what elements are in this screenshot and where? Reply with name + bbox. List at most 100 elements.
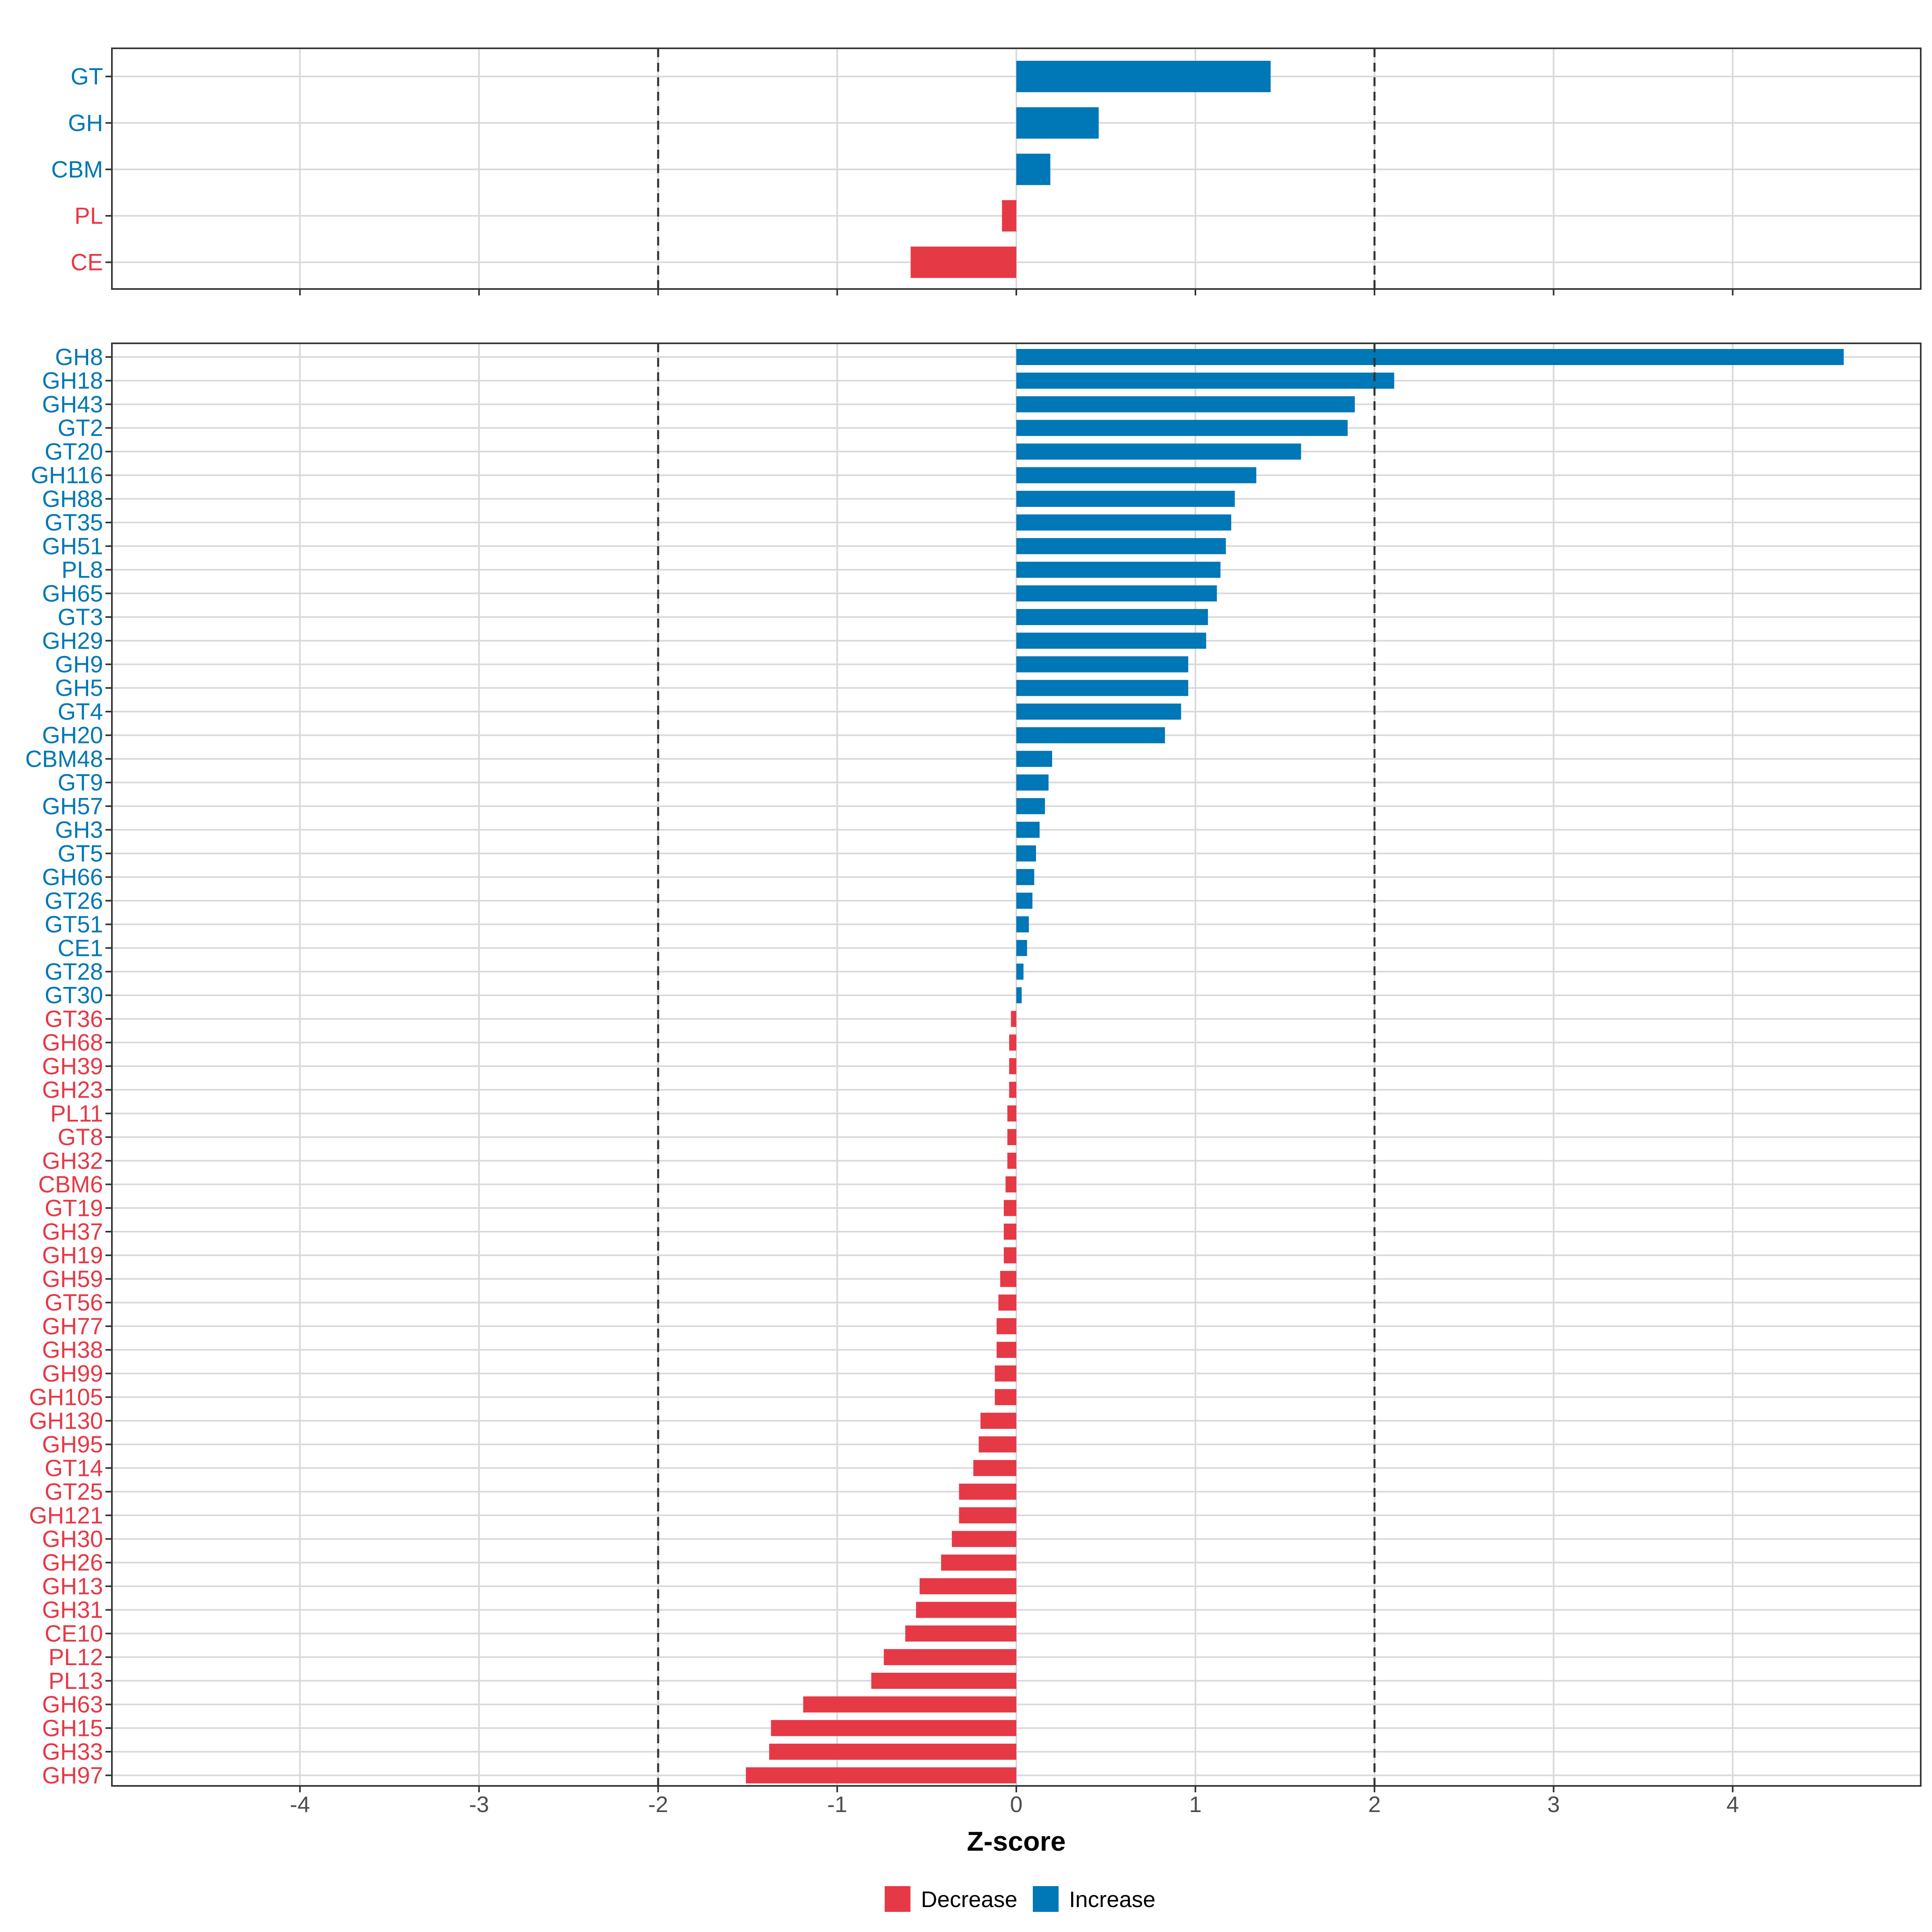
- category-label-gh43: GH43: [42, 391, 103, 417]
- bar-gt25: [959, 1484, 1016, 1500]
- bar-ce1: [1016, 940, 1027, 956]
- legend-swatch-increase: [1033, 1886, 1059, 1912]
- x-tick-label: -3: [469, 1792, 489, 1817]
- bar-gh: [1016, 107, 1099, 139]
- category-label-gt20: GT20: [45, 439, 103, 465]
- bar-gh9: [1016, 656, 1189, 673]
- category-label-gt4: GT4: [58, 699, 103, 725]
- bar-gt4: [1016, 703, 1181, 720]
- x-tick-label: 2: [1368, 1792, 1381, 1817]
- category-label-gh13: GH13: [42, 1573, 103, 1600]
- category-label-gh38: GH38: [42, 1337, 103, 1363]
- bar-gt51: [1016, 916, 1029, 933]
- bar-gh99: [995, 1365, 1016, 1382]
- legend: Decrease Increase: [885, 1886, 1156, 1912]
- bar-gh65: [1016, 585, 1217, 602]
- category-label-gh5: GH5: [55, 675, 103, 701]
- class-level-panel: GT GH CBM PL CE: [51, 47, 1922, 295]
- bar-ce: [910, 246, 1016, 278]
- bar-gt56: [998, 1294, 1016, 1311]
- x-tick-label: -4: [290, 1792, 310, 1817]
- bar-gh105: [995, 1389, 1016, 1406]
- bar-gh29: [1016, 632, 1206, 649]
- category-label-gt19: GT19: [45, 1195, 103, 1221]
- bar-gt28: [1016, 963, 1024, 980]
- category-label-gt30: GT30: [45, 983, 103, 1009]
- category-label-gh116: GH116: [31, 462, 103, 489]
- bar-gh38: [997, 1342, 1016, 1358]
- bar-ce10: [905, 1625, 1016, 1642]
- category-label-gh97: GH97: [42, 1763, 103, 1789]
- category-label-pl: PL: [74, 203, 103, 229]
- bar-gh43: [1016, 396, 1355, 413]
- category-label-ce1: CE1: [58, 935, 103, 961]
- category-label-gh88: GH88: [42, 486, 103, 512]
- bar-pl11: [1007, 1105, 1016, 1122]
- category-label-ce10: CE10: [45, 1620, 103, 1647]
- category-label-gh68: GH68: [42, 1030, 103, 1056]
- bar-pl13: [871, 1672, 1016, 1689]
- category-label-gt28: GT28: [45, 959, 103, 985]
- x-tick-label: 0: [1010, 1792, 1022, 1817]
- category-label-gh20: GH20: [42, 722, 103, 749]
- x-tick-label: 3: [1547, 1792, 1560, 1817]
- bar-cbm: [1016, 153, 1051, 185]
- bar-gt19: [1003, 1200, 1016, 1216]
- category-label-gh37: GH37: [42, 1219, 103, 1245]
- bar-gh68: [1009, 1034, 1016, 1051]
- category-label-gh29: GH29: [42, 628, 103, 654]
- category-label-gt8: GT8: [58, 1124, 103, 1150]
- category-label-gh121: GH121: [29, 1503, 103, 1529]
- category-label-gh130: GH130: [29, 1408, 103, 1434]
- bar-gt5: [1016, 845, 1036, 862]
- category-label-pl13: PL13: [49, 1668, 103, 1694]
- bar-gh95: [978, 1436, 1016, 1453]
- bar-gh19: [1003, 1247, 1016, 1263]
- legend-label-decrease: Decrease: [921, 1887, 1018, 1912]
- bar-gh88: [1016, 491, 1235, 507]
- bar-gh5: [1016, 680, 1189, 696]
- bar-gt8: [1007, 1129, 1016, 1146]
- category-label-pl11: PL11: [50, 1100, 103, 1127]
- bar-gh59: [1000, 1271, 1016, 1287]
- bar-gt: [1016, 61, 1271, 92]
- bar-cbm48: [1016, 751, 1052, 767]
- bar-gh121: [959, 1507, 1016, 1523]
- category-label-gh99: GH99: [42, 1360, 103, 1387]
- x-tick-label: 1: [1189, 1792, 1201, 1817]
- bar-gt30: [1016, 987, 1022, 1003]
- bar-gt3: [1016, 609, 1208, 625]
- bar-pl: [1002, 200, 1016, 232]
- category-label-gh57: GH57: [42, 793, 103, 819]
- category-label-gt9: GT9: [58, 770, 103, 796]
- bar-gt26: [1016, 892, 1033, 909]
- category-label-gt2: GT2: [58, 415, 103, 441]
- category-label-cbm: CBM: [51, 157, 103, 183]
- bar-gh77: [997, 1318, 1016, 1334]
- category-label-gt3: GT3: [58, 604, 103, 630]
- category-label-gh: GH: [68, 110, 103, 136]
- category-label-gh105: GH105: [29, 1384, 103, 1410]
- x-tick-label: -1: [827, 1792, 847, 1817]
- category-label-gt56: GT56: [45, 1290, 103, 1316]
- category-label-gh66: GH66: [42, 864, 103, 890]
- bar-gh37: [1003, 1224, 1016, 1240]
- bar-gt35: [1016, 514, 1231, 531]
- bar-gh18: [1016, 372, 1394, 389]
- category-label-gt26: GT26: [45, 888, 103, 914]
- bar-gh130: [980, 1412, 1016, 1429]
- category-label-gh32: GH32: [42, 1148, 103, 1174]
- bar-gh32: [1007, 1152, 1016, 1169]
- category-label-gh31: GH31: [42, 1597, 103, 1623]
- bar-gt20: [1016, 443, 1301, 460]
- bar-gh3: [1016, 822, 1040, 838]
- family-level-panel: GH8GH18GH43GT2GT20GH116GH88GT35GH51PL8GH…: [25, 343, 1922, 1792]
- x-axis: -4 -3 -2 -1 0 1 2 3 4: [290, 1792, 1739, 1817]
- bar-gh23: [1009, 1082, 1016, 1098]
- category-label-cbm6: CBM6: [38, 1172, 103, 1198]
- category-label-gh95: GH95: [42, 1432, 103, 1458]
- category-label-gh77: GH77: [42, 1313, 103, 1340]
- bar-gt9: [1016, 774, 1049, 791]
- category-label-ce: CE: [70, 250, 103, 276]
- category-label-gh63: GH63: [42, 1692, 103, 1718]
